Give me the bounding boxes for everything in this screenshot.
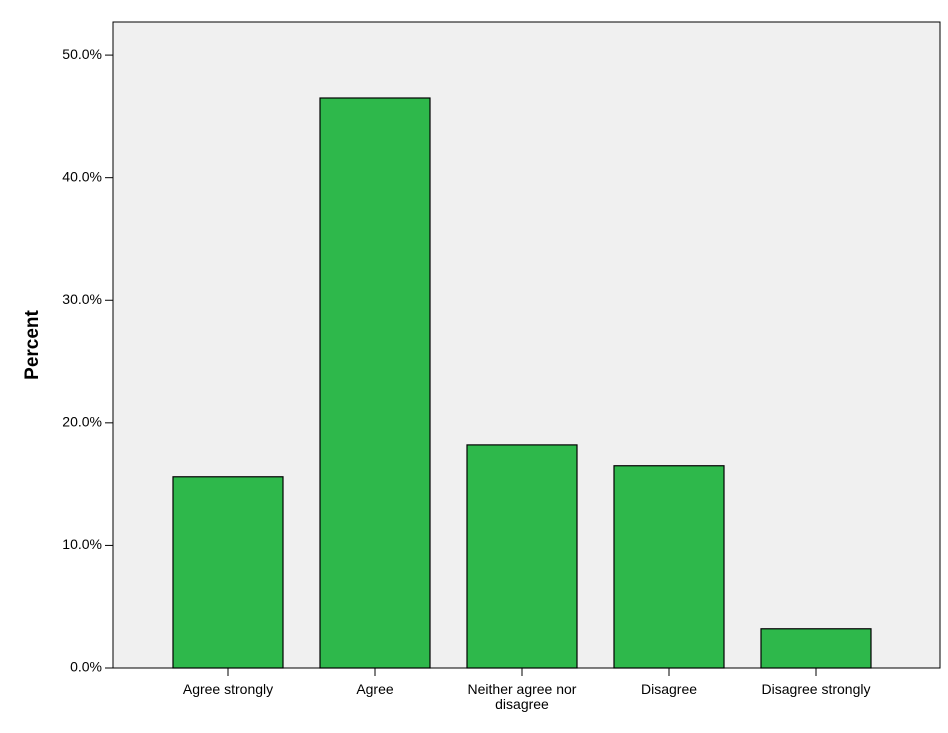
x-tick-label: Disagree strongly	[761, 682, 871, 697]
bar	[613, 465, 725, 669]
x-tick-label-box: Neither agree nor disagree	[467, 682, 577, 712]
x-tick-label: Disagree	[640, 682, 698, 697]
x-tick-label-box: Agree strongly	[182, 682, 274, 697]
x-tick-label: Neither agree nor disagree	[467, 682, 577, 712]
y-tick-label: 10.0%	[62, 536, 102, 552]
y-tick-label: 40.0%	[62, 168, 102, 184]
bar	[319, 97, 431, 669]
x-tick-label-box: Agree	[356, 682, 394, 697]
bar	[760, 628, 872, 669]
bar	[466, 444, 578, 669]
y-tick-label: 0.0%	[70, 659, 102, 675]
y-axis-label: Percent	[22, 309, 43, 379]
x-tick-label: Agree strongly	[182, 682, 274, 697]
bar	[172, 476, 284, 669]
x-tick-label-box: Disagree strongly	[761, 682, 871, 697]
y-tick-label: 30.0%	[62, 291, 102, 307]
x-tick-label-box: Disagree	[640, 682, 698, 697]
y-tick-label: 50.0%	[62, 46, 102, 62]
y-tick-label: 20.0%	[62, 414, 102, 430]
x-tick-label: Agree	[356, 682, 394, 697]
